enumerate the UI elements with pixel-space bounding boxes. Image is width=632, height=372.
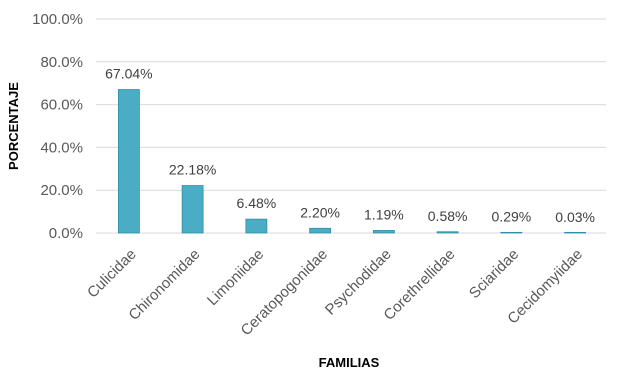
bar-culicidae — [117, 89, 140, 234]
data-label: 1.19% — [364, 206, 404, 222]
bar-psychodidae — [372, 230, 395, 234]
bar-chironomidae — [181, 185, 204, 234]
data-label: 0.03% — [555, 209, 595, 225]
bar-limoniidae — [245, 218, 268, 234]
data-label: 0.29% — [492, 208, 532, 224]
gridlines — [96, 18, 606, 234]
y-tick-label: 40.0% — [40, 139, 83, 156]
y-axis-ticks: 0.0% 20.0% 40.0% 60.0% 80.0% 100.0% — [32, 11, 83, 242]
y-tick-label: 0.0% — [49, 225, 83, 242]
y-tick-label: 100.0% — [32, 11, 83, 28]
data-label: 22.18% — [169, 162, 216, 178]
data-label: 0.58% — [428, 208, 468, 224]
bar-ceratopogonidae — [309, 227, 332, 234]
data-label: 67.04% — [105, 66, 152, 82]
bar-corethrellidae — [436, 231, 459, 234]
data-labels: 67.04% 22.18% 6.48% 2.20% 1.19% 0.58% 0.29% 0.0… — [105, 66, 595, 225]
x-axis-title: FAMILIAS — [319, 355, 380, 370]
bar-cecidomyiidae — [564, 231, 587, 234]
x-tick-label: Limoniidae — [204, 246, 267, 309]
bars — [117, 89, 587, 234]
y-tick-label: 80.0% — [40, 54, 83, 71]
bar-sciaridae — [500, 231, 523, 234]
y-tick-label: 20.0% — [40, 182, 83, 199]
x-tick-label: Culicidae — [84, 246, 140, 302]
data-label: 6.48% — [237, 195, 277, 211]
y-tick-label: 60.0% — [40, 97, 83, 114]
x-tick-label: Sciaridae — [466, 246, 522, 302]
data-label: 2.20% — [300, 204, 340, 220]
y-axis-title: PORCENTAJE — [6, 82, 21, 170]
